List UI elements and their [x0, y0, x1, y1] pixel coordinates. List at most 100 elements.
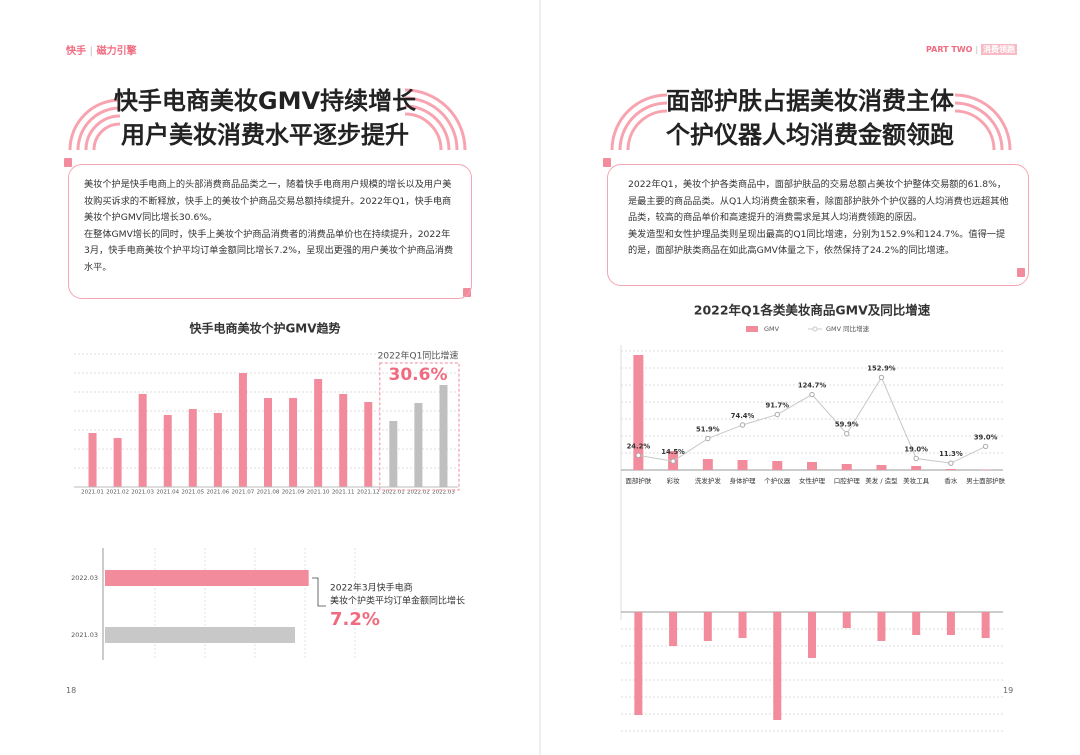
- data-label: 74.4%: [731, 412, 755, 420]
- marker: [635, 452, 642, 459]
- y-tick-label: 2022.03: [71, 574, 98, 582]
- x-tick-label: 身体护理: [730, 476, 757, 485]
- y-tick-label: 2021.03: [71, 631, 98, 639]
- bar: [389, 421, 398, 487]
- bar: [105, 627, 295, 643]
- x-tick-label: 洗发护发: [695, 476, 722, 485]
- partner: 磁力引擎: [96, 46, 137, 57]
- marker: [705, 435, 711, 442]
- highlight-box: [379, 362, 460, 491]
- x-tick-label: 2021.05: [181, 490, 204, 496]
- arc: [76, 106, 121, 151]
- x-tick-label: 2021.08: [257, 490, 280, 496]
- bar: [702, 459, 713, 470]
- bar: [314, 379, 323, 487]
- bar: [946, 612, 955, 635]
- marker: [670, 458, 676, 464]
- bar: [364, 402, 373, 487]
- marker: [809, 391, 815, 398]
- arc: [618, 101, 668, 151]
- bar: [339, 394, 348, 487]
- title-line: 个护仪器人均消费金额领跑: [666, 121, 954, 149]
- x-tick-label: 2021.02: [106, 490, 129, 496]
- x-tick-label: 彩妆: [667, 476, 681, 485]
- section: 消费领跑: [980, 44, 1017, 55]
- bar: [238, 373, 247, 487]
- title-line: 快手电商美妆GMV持续增长: [113, 87, 417, 115]
- data-label: 14.5%: [661, 448, 685, 456]
- page-number: 19: [1003, 686, 1014, 695]
- bar: [980, 469, 991, 470]
- data-label: 124.7%: [798, 382, 826, 390]
- bar: [414, 403, 423, 487]
- x-tick-label: 2021.10: [307, 490, 330, 496]
- logo: 快手 | 磁力引擎: [66, 42, 137, 57]
- bar: [773, 612, 782, 720]
- bar: [264, 398, 272, 487]
- left-title: 快手电商美妆GMV持续增长 用户美妆消费水平逐步提升: [90, 84, 440, 152]
- page-number: 18: [66, 686, 77, 695]
- x-tick-label: 香水: [944, 476, 958, 485]
- arc: [404, 96, 459, 151]
- marker: [913, 455, 919, 462]
- x-tick-label: 女性护理: [799, 476, 826, 485]
- data-label: 59.9%: [835, 421, 859, 429]
- marker: [739, 422, 746, 428]
- bar: [633, 355, 644, 470]
- data-label: 24.2%: [627, 442, 651, 450]
- bar: [842, 612, 851, 628]
- bar: [877, 612, 886, 641]
- bar: [876, 465, 887, 470]
- x-tick-label: 面部护肤: [625, 476, 652, 485]
- bar: [669, 612, 678, 646]
- icon: [603, 158, 611, 167]
- paragraph: 在整体GMV增长的同时，快手上美妆个护商品消费者的消费品单价也在持续提升，202…: [84, 228, 454, 273]
- annotation: 2022年Q1同比增速: [378, 350, 459, 362]
- arc: [92, 122, 121, 151]
- paragraph: 美妆个护是快手电商上的头部消费商品品类之一，随着快手电商用户规模的增长以及用户美…: [84, 179, 452, 223]
- arc: [626, 109, 668, 151]
- data-label: 11.3%: [939, 450, 963, 458]
- x-tick-label: 口腔护理: [834, 476, 861, 485]
- x-tick-label: 个护仪器: [764, 476, 791, 485]
- left-text: 美妆个护是快手电商上的头部消费商品品类之一，随着快手电商用户规模的增长以及用户美…: [84, 177, 456, 276]
- marker: [878, 374, 885, 381]
- icon: [64, 158, 72, 167]
- x-tick-label: 2021.04: [156, 490, 179, 496]
- bar: [807, 462, 817, 470]
- logo-text: 快手: [66, 46, 86, 57]
- data-label: 91.7%: [765, 401, 789, 409]
- bar: [163, 415, 172, 487]
- data-label: 51.9%: [696, 426, 720, 434]
- x-tick-label: 2021.11: [332, 490, 355, 496]
- bar: [113, 438, 122, 487]
- legend-swatch: [746, 326, 758, 332]
- paragraph: 2022年Q1，美妆个护各类商品中，面部护肤品的交易总额占美妆个护整体交易额的6…: [628, 179, 1009, 223]
- x-tick-label: 男士面部护肤: [966, 476, 1006, 485]
- annotation: 30.6%: [389, 365, 448, 385]
- annotation: 7.2%: [330, 609, 380, 630]
- x-tick-label: 2021.03: [131, 490, 154, 496]
- right-title: 面部护肤占据美妆消费主体 个护仪器人均消费金额领跑: [635, 84, 985, 152]
- marker: [774, 411, 780, 418]
- arc: [84, 114, 121, 151]
- x-tick-label: 2021.07: [232, 490, 255, 496]
- arc: [954, 109, 996, 151]
- x-tick-label: 美妆工具: [903, 476, 930, 485]
- bar: [738, 612, 747, 638]
- right-text: 2022年Q1，美妆个护各类商品中，面部护肤品的交易总额占美妆个护整体交易额的6…: [628, 177, 1012, 260]
- x-tick-label: 美发 / 造型: [865, 476, 898, 485]
- bar: [841, 464, 852, 470]
- bar: [912, 612, 921, 635]
- sep: |: [86, 46, 97, 57]
- bar: [737, 460, 748, 470]
- x-tick-label: 2021.06: [206, 490, 229, 496]
- arc: [68, 98, 121, 151]
- part: PART TWO: [926, 45, 973, 54]
- part-label: PART TWO | 消费领跑: [926, 44, 1017, 55]
- paragraph: 美发造型和女性护理品类则呈现出最高的Q1同比增速，分别为152.9%和124.7…: [628, 228, 1006, 257]
- connector: [312, 577, 326, 607]
- bar: [439, 385, 448, 487]
- bar: [213, 413, 222, 487]
